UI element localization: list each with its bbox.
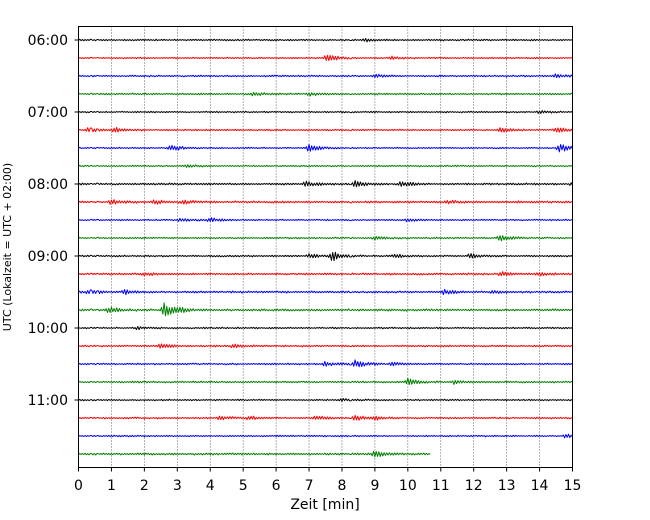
plot-frame [78,26,573,468]
x-tick-label: 0 [74,478,83,494]
x-tick-label: 2 [140,478,149,494]
x-tick-label: 7 [305,478,314,494]
trace-0800 [78,180,573,188]
trace-1115 [78,414,573,421]
x-tick-label: 10 [399,478,417,494]
y-axis-label: UTC (Lokalzeit = UTC + 02:00) [1,163,14,331]
trace-0845 [78,235,573,242]
x-tick-label: 5 [239,478,248,494]
y-axis: 06:00 07:00 08:00 09:00 10:00 11:00 [28,33,79,409]
trace-0630 [78,73,573,79]
trace-1030 [78,359,573,368]
y-tick-label: 11:00 [28,393,68,409]
trace-0715 [78,126,573,133]
y-tick-label: 09:00 [28,249,68,265]
x-tick-label: 3 [173,478,182,494]
trace-0930 [78,288,573,296]
trace-0815 [78,199,573,205]
x-tick-label: 4 [206,478,215,494]
x-tick-label: 12 [465,478,483,494]
trace-1000 [78,325,573,331]
x-tick-label: 11 [432,478,450,494]
trace-1145 [78,450,431,458]
x-tick-label: 13 [498,478,516,494]
y-tick-label: 06:00 [28,33,68,49]
y-tick-label: 08:00 [28,177,68,193]
trace-1045 [78,377,573,386]
y-tick-label: 07:00 [28,105,68,121]
x-tick-label: 15 [564,478,582,494]
x-tick-label: 8 [338,478,347,494]
x-tick-label: 14 [531,478,549,494]
trace-0830 [78,217,573,223]
trace-1100 [78,398,573,402]
y-tick-label: 10:00 [28,321,68,337]
trace-0945 [78,302,573,317]
trace-1130 [78,433,573,439]
trace-0915 [78,271,573,277]
x-tick-label: 9 [370,478,379,494]
x-tick-label: 1 [107,478,116,494]
trace-0730 [78,143,573,153]
trace-0700 [78,110,573,114]
x-axis-label: Zeit [min] [290,497,359,513]
trace-0900 [78,251,573,262]
trace-0615 [78,54,573,61]
trace-0645 [78,91,573,97]
trace-1015 [78,343,573,349]
trace-0600 [78,37,573,43]
x-axis: 0 1 2 3 4 5 6 7 8 9 10 11 12 13 14 15 [74,467,582,494]
trace-0745 [78,164,573,168]
x-tick-label: 6 [272,478,281,494]
trace-group [78,37,573,458]
